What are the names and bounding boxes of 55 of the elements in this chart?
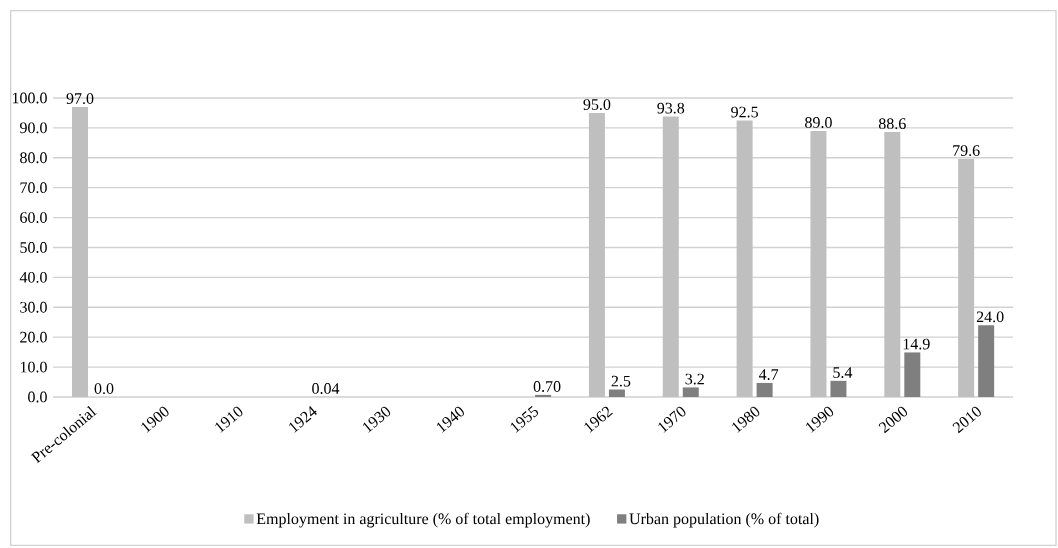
legend-label: Urban population (% of total) bbox=[629, 512, 819, 528]
data-label: 0.0 bbox=[94, 383, 114, 395]
data-label: 0.70 bbox=[533, 381, 561, 392]
x-tick-label: 1930 bbox=[362, 406, 391, 433]
data-label: 79.6 bbox=[953, 145, 980, 157]
bar bbox=[535, 394, 552, 397]
x-tick-label: 2010 bbox=[952, 406, 981, 434]
x-tick-label: 1924 bbox=[289, 406, 317, 433]
x-tick-label: 1970 bbox=[658, 406, 686, 433]
x-tick-label: 1955 bbox=[510, 405, 539, 433]
bar bbox=[682, 387, 699, 397]
y-tick-label: 10.0 bbox=[20, 361, 47, 373]
bar bbox=[72, 106, 89, 397]
y-tick-label: 80.0 bbox=[20, 152, 47, 164]
data-label: 4.7 bbox=[758, 369, 779, 380]
bar bbox=[884, 132, 901, 397]
bar bbox=[978, 325, 995, 397]
x-tick-label: 1990 bbox=[806, 406, 834, 433]
bar bbox=[830, 380, 847, 397]
data-label: 24.0 bbox=[976, 311, 1004, 323]
bar bbox=[588, 112, 605, 397]
bar bbox=[736, 120, 753, 397]
x-tick-label: 1940 bbox=[436, 406, 464, 433]
x-tick-label: 1962 bbox=[584, 406, 613, 433]
data-label: 89.0 bbox=[805, 117, 832, 128]
y-tick-label: 90.0 bbox=[20, 122, 47, 134]
legend-label: Employment in agriculture (% of total employment) bbox=[256, 512, 590, 528]
y-tick-label: 100.0 bbox=[12, 92, 47, 104]
bar bbox=[904, 352, 921, 397]
x-tick-label: 2000 bbox=[878, 406, 908, 434]
y-tick-label: 70.0 bbox=[20, 182, 47, 194]
y-tick-label: 40.0 bbox=[19, 271, 47, 283]
data-label: 92.5 bbox=[731, 106, 758, 118]
y-tick-label: 30.0 bbox=[20, 301, 47, 313]
y-tick-label: 50.0 bbox=[20, 242, 47, 253]
x-tick-label: 1910 bbox=[215, 406, 243, 433]
data-label: 5.4 bbox=[833, 367, 853, 378]
data-label: 14.9 bbox=[903, 338, 930, 350]
y-tick-label: 20.0 bbox=[20, 331, 47, 343]
y-tick-label: 0.0 bbox=[28, 391, 47, 403]
data-label: 3.2 bbox=[685, 373, 704, 385]
data-label: 88.6 bbox=[878, 118, 906, 130]
y-tick-label: 60.0 bbox=[20, 212, 47, 224]
bar bbox=[958, 158, 975, 397]
bar bbox=[608, 389, 625, 397]
data-label: 93.8 bbox=[657, 102, 685, 114]
bar bbox=[662, 116, 679, 397]
data-label: 95.0 bbox=[583, 99, 611, 111]
bar bbox=[756, 382, 773, 397]
data-label: 0.04 bbox=[312, 383, 340, 394]
data-label: 2.5 bbox=[611, 375, 631, 387]
bar bbox=[810, 130, 827, 397]
x-tick-label: 1980 bbox=[732, 406, 760, 433]
data-label: 97.0 bbox=[66, 93, 94, 105]
x-tick-label: 1900 bbox=[141, 406, 169, 433]
